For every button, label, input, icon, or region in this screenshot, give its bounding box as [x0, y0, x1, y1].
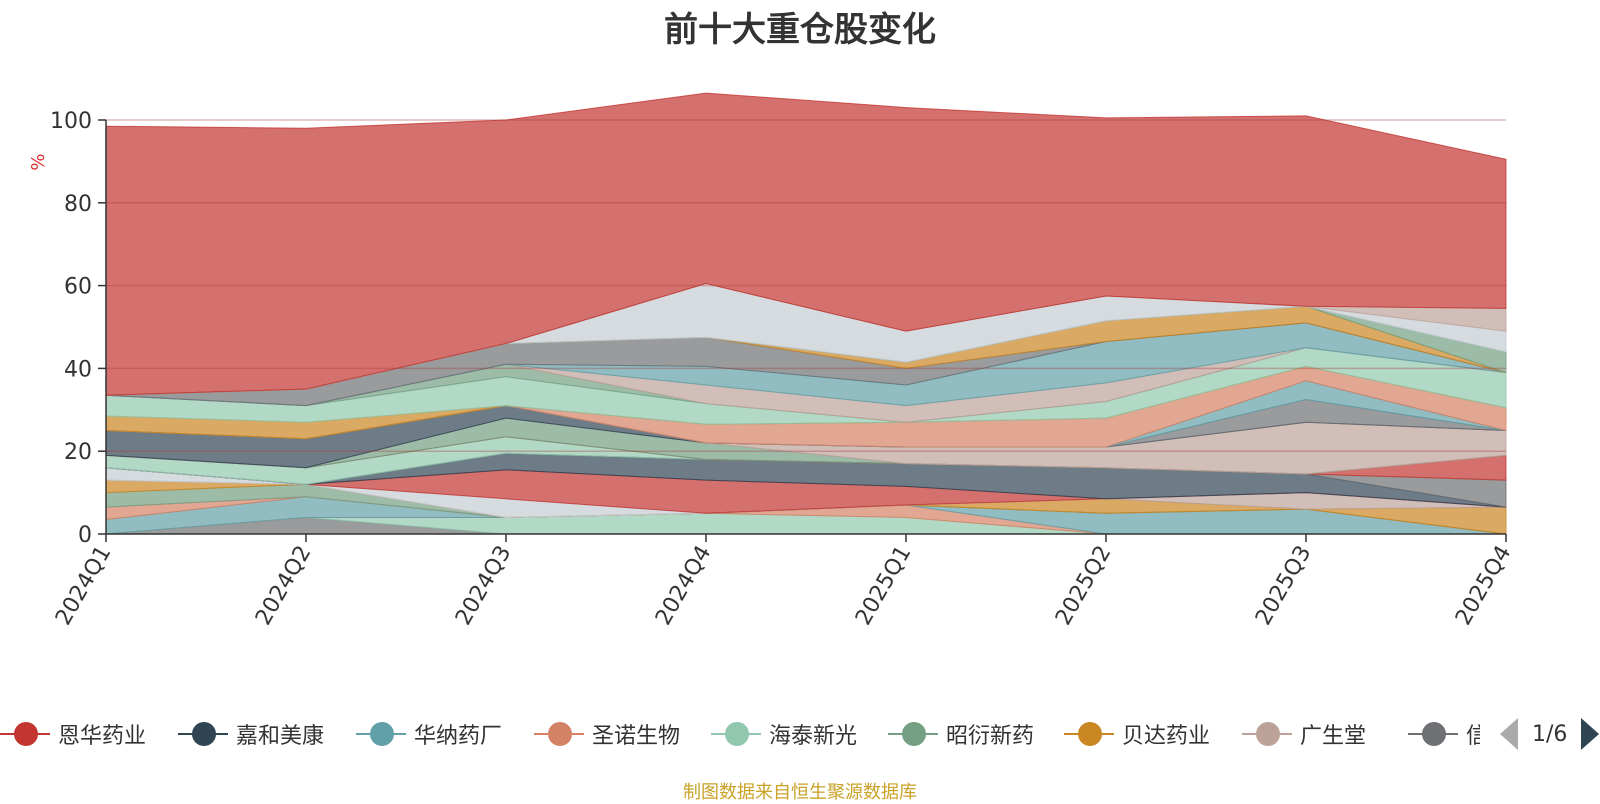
legend-next-arrow-icon[interactable]: [1581, 718, 1600, 750]
area-series-恩华药业[interactable]: [105, 92, 1507, 396]
legend-item[interactable]: 圣诺生物: [534, 712, 680, 756]
legend-label: 圣诺生物: [592, 724, 681, 749]
legend-label: 恩华药业: [58, 724, 147, 749]
legend-page-indicator: 1/6: [1532, 721, 1568, 747]
legend-marker-icon: [534, 721, 584, 747]
legend-item[interactable]: 海泰新光: [711, 712, 857, 756]
x-tick-label: 2024Q1: [51, 542, 116, 630]
y-tick-label: 60: [64, 275, 92, 300]
legend-item[interactable]: 广生堂: [1242, 712, 1366, 756]
legend-marker-icon: [1064, 721, 1114, 747]
legend-item[interactable]: 华纳药厂: [356, 712, 502, 756]
legend-marker-icon: [0, 721, 50, 747]
stacked-area-chart: 0 20 40 60 80 100 2024Q1 2024Q2 2024Q3 2024Q4 2025…: [28, 92, 1516, 630]
legend-marker-icon: [888, 721, 938, 747]
legend-label: 广生堂: [1300, 724, 1367, 749]
legend-label: 华纳药厂: [414, 724, 503, 749]
legend-label: 昭衍新药: [946, 724, 1035, 749]
y-tick-label: 0: [78, 523, 92, 548]
y-axis-unit-label: %: [28, 153, 49, 170]
x-tick-label: 2025Q3: [1251, 542, 1316, 630]
legend-marker-icon: [356, 721, 406, 747]
chart-title: 前十大重仓股变化: [664, 10, 936, 50]
legend: 恩华药业 嘉和美康 华纳药厂 圣诺生物 海泰新光 昭衍新药 贝达药业 广生堂 信立泰: [0, 712, 1480, 756]
legend-label: 嘉和美康: [236, 724, 325, 749]
x-tick-label: 2025Q4: [1451, 542, 1516, 630]
x-tick-label: 2024Q2: [251, 542, 316, 630]
legend-item[interactable]: 恩华药业: [0, 712, 146, 756]
x-tick-label: 2024Q4: [651, 542, 716, 630]
legend-prev-arrow-icon[interactable]: [1500, 718, 1518, 750]
legend-pager: 1/6: [1500, 716, 1600, 752]
y-tick-label: 20: [64, 440, 92, 465]
legend-label: 贝达药业: [1122, 724, 1211, 749]
y-tick-label: 40: [64, 357, 92, 382]
legend-label: 信立泰: [1466, 724, 1480, 749]
legend-label: 海泰新光: [769, 724, 858, 749]
x-tick-label: 2025Q1: [851, 542, 916, 630]
legend-item[interactable]: 嘉和美康: [178, 712, 324, 756]
legend-marker-icon: [711, 721, 761, 747]
area-series: [105, 92, 1507, 535]
legend-marker-icon: [1242, 721, 1292, 747]
legend-item[interactable]: 昭衍新药: [888, 712, 1034, 756]
legend-marker-icon: [1408, 721, 1458, 747]
legend-item[interactable]: 贝达药业: [1064, 712, 1210, 756]
y-tick-label: 100: [50, 109, 92, 134]
legend-marker-icon: [178, 721, 228, 747]
x-tick-label: 2025Q2: [1051, 542, 1116, 630]
legend-item[interactable]: 信立泰: [1408, 712, 1480, 756]
x-tick-label: 2024Q3: [451, 542, 516, 630]
y-tick-label: 80: [64, 192, 92, 217]
data-source-note: 制图数据来自恒生聚源数据库: [683, 782, 917, 803]
